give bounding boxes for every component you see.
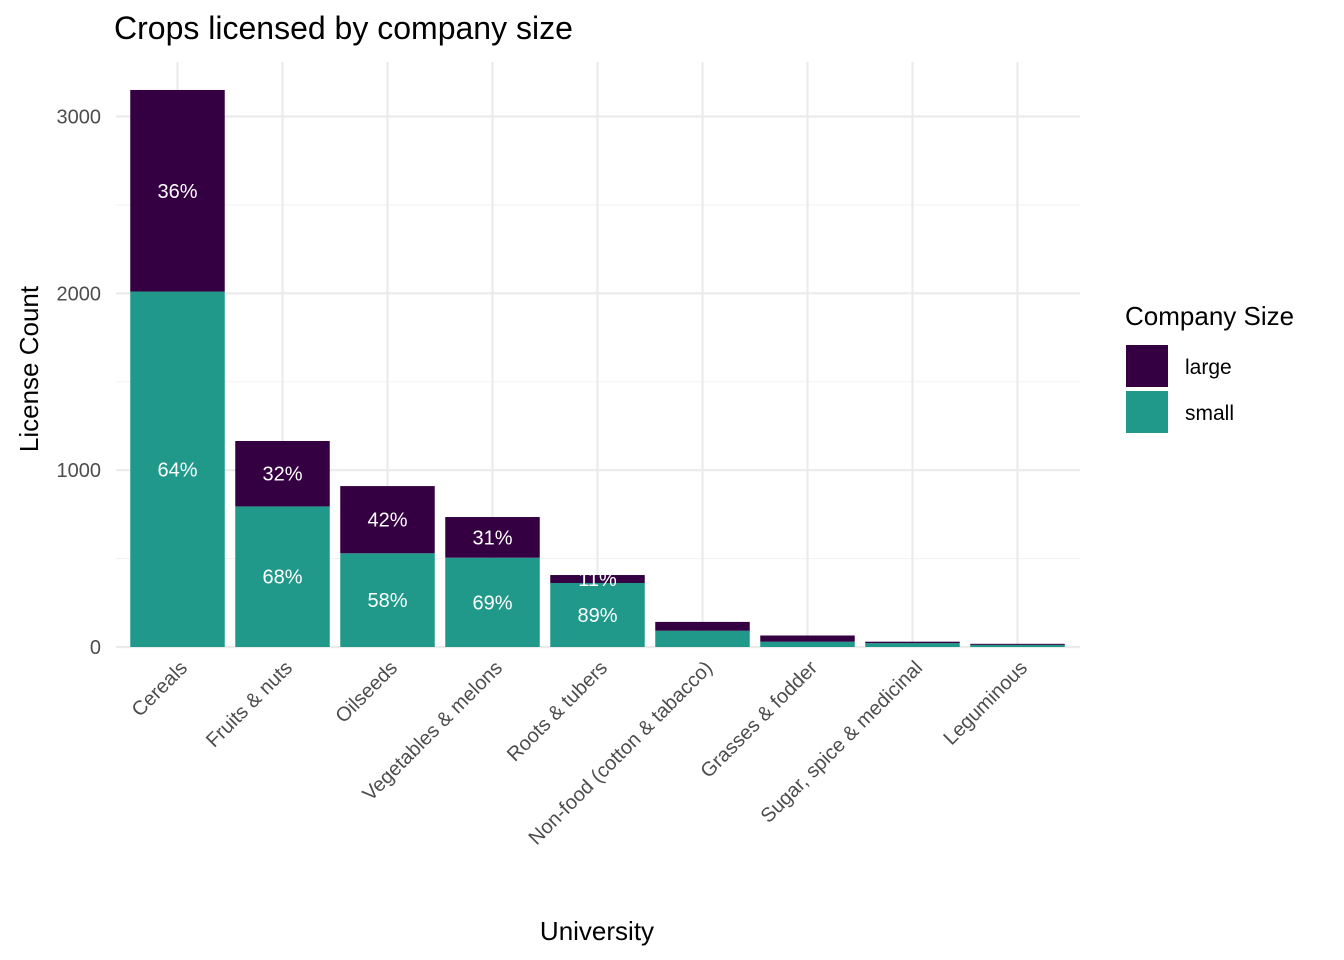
legend-label-large: large — [1185, 356, 1232, 379]
y-axis-ticks: 0 1000 2000 3000 — [57, 107, 102, 660]
bar-large — [970, 643, 1065, 645]
bar-large — [550, 575, 645, 583]
x-tick-label: Roots & tubers — [503, 657, 612, 766]
bar-label-large: 42% — [367, 510, 407, 532]
x-tick-label: Non-food (cotton & tabacco) — [525, 657, 717, 849]
grid — [116, 62, 1080, 649]
bar-label-large: 36% — [157, 181, 197, 203]
x-tick-label: Oilseeds — [331, 657, 402, 728]
legend-title: Company Size — [1125, 301, 1294, 331]
bar-large — [655, 621, 750, 631]
bar-small — [550, 582, 645, 647]
bar-label-small: 69% — [472, 592, 512, 614]
legend-swatch-large — [1126, 345, 1168, 387]
bar-small — [340, 553, 435, 647]
y-tick-label: 3000 — [57, 107, 102, 129]
bar-small — [445, 557, 540, 647]
bar-label-large: 32% — [262, 464, 302, 486]
bar-small — [130, 291, 225, 647]
bar-small — [970, 644, 1065, 647]
bar-label-small: 68% — [262, 567, 302, 589]
bar-small — [655, 630, 750, 647]
bar-large — [235, 440, 330, 507]
x-tick-label: Fruits & nuts — [202, 657, 297, 752]
bar-label-large: 31% — [472, 527, 512, 549]
bar-small — [865, 643, 960, 647]
y-tick-label: 2000 — [57, 283, 102, 305]
bar-small — [760, 641, 855, 647]
legend-swatch-small — [1126, 391, 1168, 433]
y-tick-label: 1000 — [57, 460, 102, 482]
x-axis-title: University — [540, 916, 654, 946]
legend-label-small: small — [1185, 402, 1234, 425]
y-tick-label: 0 — [90, 637, 101, 659]
y-axis-title: License Count — [14, 285, 44, 452]
bar-large — [445, 517, 540, 558]
bar-large — [760, 635, 855, 642]
legend: Company Size large small — [1125, 301, 1294, 433]
bar-label-small: 58% — [367, 590, 407, 612]
bar-large — [130, 89, 225, 292]
bar-large — [340, 486, 435, 554]
bar-small — [235, 506, 330, 647]
bars: 64% 36% 68% 32% 58% 42% 69% 31% 89% 11% — [130, 89, 1065, 647]
bar-label-large: 11% — [578, 569, 617, 591]
bar-label-small: 64% — [157, 459, 197, 481]
x-tick-label: Cereals — [128, 657, 192, 721]
chart-title: Crops licensed by company size — [114, 10, 573, 46]
bar-label-small: 89% — [577, 605, 617, 627]
bar-large — [865, 641, 960, 644]
x-tick-label: Leguminous — [939, 657, 1032, 750]
